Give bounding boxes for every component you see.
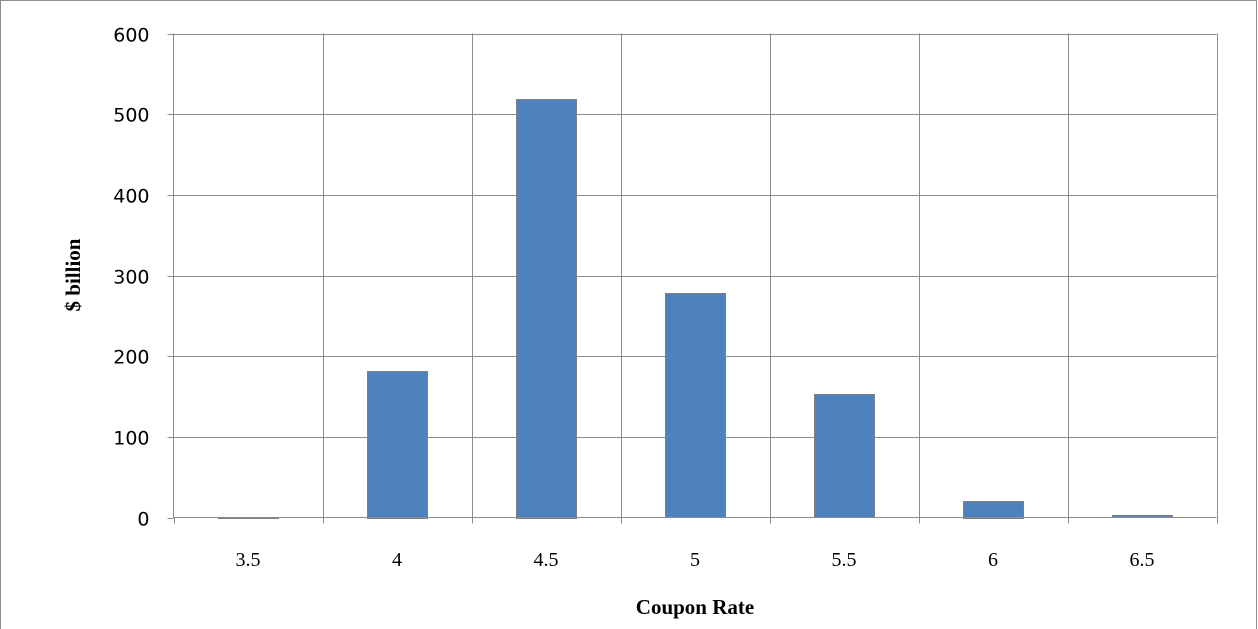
y-tick-label: 200 — [113, 347, 149, 369]
x-tick-label: 4.5 — [534, 549, 559, 571]
x-axis-title: Coupon Rate — [636, 595, 754, 619]
y-axis-title: $ billion — [61, 238, 85, 311]
bar-5.5 — [814, 394, 875, 518]
y-tick-label: 600 — [113, 25, 149, 47]
bar-5 — [665, 293, 726, 518]
y-tick-labels: 0 100 200 300 400 500 600 — [113, 25, 149, 531]
axes — [167, 33, 1218, 524]
x-tick-label: 5 — [690, 549, 700, 571]
y-tick-label: 400 — [113, 186, 149, 208]
y-tick-label: 500 — [113, 105, 149, 127]
x-tick-labels: 3.5 4 4.5 5 5.5 6 6.5 — [236, 549, 1155, 571]
x-tick-label: 3.5 — [236, 549, 261, 571]
x-tick-label: 6.5 — [1130, 549, 1155, 571]
y-tick-label: 100 — [113, 428, 149, 450]
bar-6 — [963, 501, 1024, 519]
x-tick-label: 6 — [988, 549, 998, 571]
bar-4 — [367, 371, 428, 519]
x-tick-label: 4 — [392, 549, 402, 571]
x-tick-label: 5.5 — [832, 549, 857, 571]
bar-4.5 — [516, 99, 577, 519]
y-tick-label: 0 — [137, 509, 149, 531]
bars — [218, 99, 1173, 519]
y-tick-label: 300 — [113, 267, 149, 289]
